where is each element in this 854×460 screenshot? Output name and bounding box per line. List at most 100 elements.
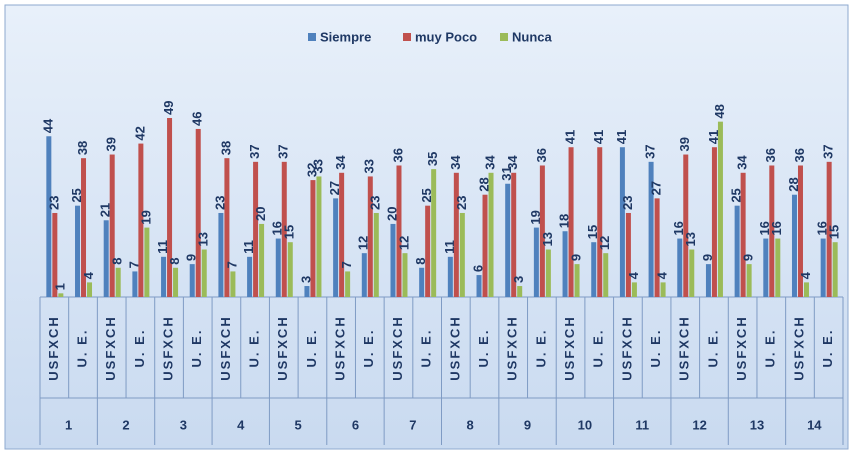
group-label: 6 bbox=[352, 417, 359, 432]
data-label: 41 bbox=[614, 130, 629, 144]
bar bbox=[689, 249, 695, 297]
bar bbox=[654, 198, 660, 297]
x-tick-label: U. E. bbox=[763, 329, 778, 368]
x-tick-label: U. E. bbox=[304, 329, 319, 368]
data-label: 25 bbox=[419, 188, 434, 202]
bar bbox=[775, 238, 781, 297]
bar bbox=[539, 165, 545, 297]
data-label: 4 bbox=[81, 271, 96, 279]
x-tick-label: USFXCH bbox=[505, 315, 520, 380]
data-label: 15 bbox=[827, 225, 842, 239]
bar bbox=[505, 183, 511, 297]
group-label: 12 bbox=[692, 417, 706, 432]
x-tick-label: U. E. bbox=[74, 329, 89, 368]
bar bbox=[316, 176, 322, 297]
bar bbox=[791, 194, 797, 297]
bar bbox=[511, 172, 517, 297]
bar bbox=[425, 205, 431, 297]
data-label: 4 bbox=[626, 271, 641, 279]
bar bbox=[138, 143, 144, 297]
bar bbox=[763, 238, 769, 297]
bar bbox=[482, 194, 488, 297]
group-label: 14 bbox=[807, 417, 822, 432]
bar bbox=[46, 136, 52, 297]
data-label: 25 bbox=[729, 188, 744, 202]
group-label: 4 bbox=[237, 417, 245, 432]
x-tick-label: U. E. bbox=[533, 329, 548, 368]
data-label: 23 bbox=[46, 196, 61, 210]
legend-swatch bbox=[403, 33, 411, 41]
bar bbox=[247, 256, 253, 297]
x-tick-label: U. E. bbox=[189, 329, 204, 368]
data-label: 4 bbox=[655, 271, 670, 279]
data-label: 25 bbox=[69, 188, 84, 202]
bar bbox=[201, 249, 207, 297]
group-label: 13 bbox=[750, 417, 764, 432]
data-label: 39 bbox=[104, 137, 119, 151]
bar bbox=[431, 169, 437, 297]
data-label: 23 bbox=[212, 196, 227, 210]
data-label: 27 bbox=[649, 181, 664, 195]
data-label: 16 bbox=[757, 221, 772, 235]
bar bbox=[447, 256, 453, 297]
legend-swatch bbox=[308, 33, 316, 41]
data-label: 37 bbox=[276, 144, 291, 158]
data-label: 36 bbox=[534, 148, 549, 162]
legend-label: muy Poco bbox=[415, 29, 477, 44]
bar bbox=[75, 205, 81, 297]
bar bbox=[660, 282, 666, 297]
x-tick-label: USFXCH bbox=[562, 315, 577, 380]
data-label: 28 bbox=[786, 177, 801, 191]
bar bbox=[545, 249, 551, 297]
bar bbox=[769, 165, 775, 297]
x-tick-label: USFXCH bbox=[734, 315, 749, 380]
data-label: 35 bbox=[425, 152, 440, 166]
data-label: 20 bbox=[384, 206, 399, 220]
data-label: 8 bbox=[110, 258, 125, 265]
bar bbox=[304, 286, 310, 297]
bar bbox=[533, 227, 539, 297]
data-label: 19 bbox=[528, 210, 543, 224]
data-label: 39 bbox=[677, 137, 692, 151]
bar bbox=[619, 147, 625, 297]
bar bbox=[683, 154, 689, 297]
data-label: 11 bbox=[241, 240, 256, 254]
bar bbox=[230, 271, 236, 297]
bar bbox=[826, 161, 832, 297]
data-label: 41 bbox=[706, 130, 721, 144]
x-tick-label: U. E. bbox=[361, 329, 376, 368]
data-label: 34 bbox=[333, 155, 348, 170]
bar bbox=[740, 172, 746, 297]
bar bbox=[597, 147, 603, 297]
x-tick-label: USFXCH bbox=[619, 315, 634, 380]
bar bbox=[287, 242, 293, 297]
data-label: 38 bbox=[218, 141, 233, 155]
data-label: 48 bbox=[712, 104, 727, 118]
data-label: 49 bbox=[161, 101, 176, 115]
data-label: 3 bbox=[511, 276, 526, 283]
data-label: 37 bbox=[643, 144, 658, 158]
data-label: 28 bbox=[476, 177, 491, 191]
bar bbox=[574, 264, 580, 297]
data-label: 15 bbox=[585, 225, 600, 239]
data-label: 13 bbox=[196, 232, 211, 246]
data-label: 9 bbox=[700, 254, 715, 261]
bar bbox=[259, 223, 265, 297]
bar bbox=[591, 242, 597, 297]
bar bbox=[648, 161, 654, 297]
x-tick-label: U. E. bbox=[820, 329, 835, 368]
bar bbox=[677, 238, 683, 297]
data-label: 41 bbox=[562, 130, 577, 144]
data-label: 13 bbox=[540, 232, 555, 246]
bar bbox=[832, 242, 838, 297]
bar bbox=[746, 264, 752, 297]
group-label: 11 bbox=[635, 417, 649, 432]
x-tick-label: USFXCH bbox=[103, 315, 118, 380]
data-label: 34 bbox=[505, 155, 520, 170]
group-label: 2 bbox=[122, 417, 129, 432]
data-label: 13 bbox=[683, 232, 698, 246]
bar bbox=[132, 271, 138, 297]
x-tick-label: USFXCH bbox=[390, 315, 405, 380]
bar bbox=[345, 271, 351, 297]
bar bbox=[459, 212, 465, 297]
